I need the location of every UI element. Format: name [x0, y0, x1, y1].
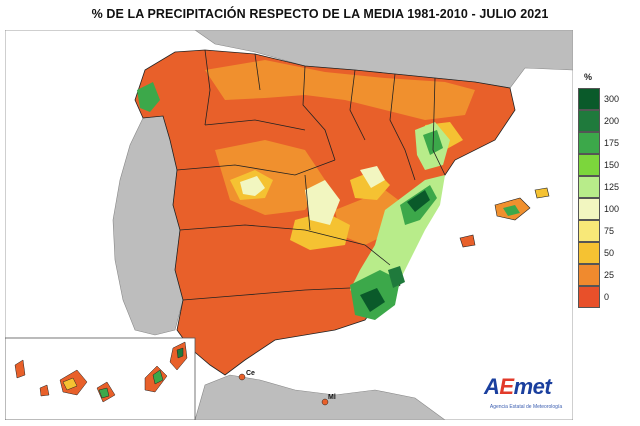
zone-galicia-wet [137, 82, 160, 112]
melilla-label: Ml [328, 394, 336, 401]
legend-label-100: 100 [604, 204, 620, 214]
ceuta-label: Ce [246, 370, 255, 377]
aemet-logo-text: AEmet [484, 374, 552, 399]
zone-murcia-extreme [388, 266, 405, 288]
zone-yellow-2 [290, 212, 350, 250]
legend-label-25: 25 [604, 270, 615, 280]
canary-inset-box [5, 337, 196, 420]
africa-land [194, 374, 446, 420]
legend-swatch-175 [578, 132, 600, 154]
zone-southeast-extreme [360, 288, 385, 312]
legend-swatch-75 [578, 220, 600, 242]
regional-borders [176, 49, 446, 301]
precipitation-map [5, 30, 573, 420]
legend-unit: % [584, 72, 593, 82]
legend-label-175: 175 [604, 138, 620, 148]
legend-label-300: 300 [604, 94, 620, 104]
zone-pale-2 [305, 180, 340, 225]
legend-label-75: 75 [604, 226, 615, 236]
legend-label-0: 0 [604, 292, 610, 302]
legend-swatch-125 [578, 176, 600, 198]
zone-east-extreme [407, 190, 430, 212]
legend-label-50: 50 [604, 248, 615, 258]
legend-swatch-300 [578, 88, 600, 110]
zone-north-orange [205, 60, 475, 120]
melilla-dot [321, 398, 329, 406]
canary-islands [14, 341, 188, 403]
map-title: % DE LA PRECIPITACIÓN RESPECTO DE LA MED… [91, 7, 549, 21]
balearic-islands [459, 187, 550, 248]
legend-label-200: 200 [604, 116, 620, 126]
legend-label-125: 125 [604, 182, 620, 192]
legend-swatch-100 [578, 198, 600, 220]
legend-swatch-0 [578, 286, 600, 308]
legend-swatch-150 [578, 154, 600, 176]
legend-swatch-50 [578, 242, 600, 264]
zone-pale-3 [360, 166, 385, 188]
aemet-logo-subtitle: Agencia Estatal de Meteorología [489, 404, 563, 410]
legend-swatch-200 [578, 110, 600, 132]
zone-pale-1 [240, 176, 265, 196]
legend-swatch-25 [578, 264, 600, 286]
ceuta-dot [238, 373, 246, 381]
legend-label-150: 150 [604, 160, 620, 170]
